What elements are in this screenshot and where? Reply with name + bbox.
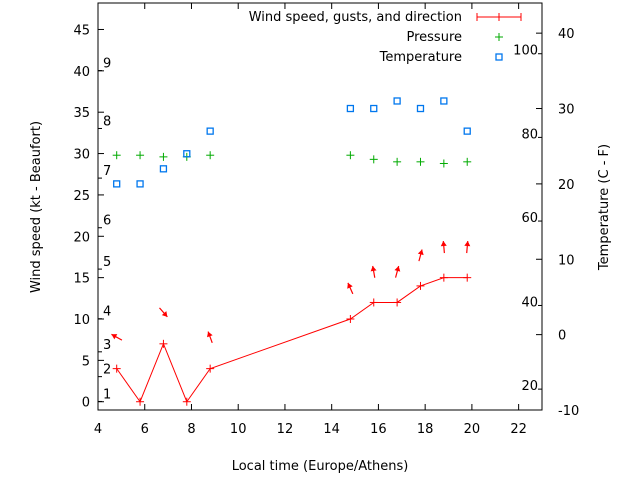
wind-speed-point <box>159 339 168 348</box>
temperature-point <box>463 127 471 135</box>
wind-speed-point <box>182 397 191 406</box>
wind-direction-arrow <box>347 282 354 295</box>
beaufort-label: 1 <box>103 387 111 402</box>
x-tick-label: 6 <box>141 422 149 437</box>
wind-direction-arrow <box>111 333 123 341</box>
beaufort-label: 6 <box>103 214 111 229</box>
x-tick-label: 12 <box>277 422 294 437</box>
wind-speed-point <box>136 397 145 406</box>
y-tick-label: 20 <box>73 230 90 245</box>
wind-direction-arrow <box>394 265 401 278</box>
wind-direction-arrow <box>464 241 471 254</box>
wind-speed-point <box>206 364 215 373</box>
x-tick-label: 10 <box>230 422 247 437</box>
x-tick-label: 4 <box>94 422 102 437</box>
temperature-point <box>370 104 378 113</box>
fahrenheit-label: 60 <box>521 211 538 226</box>
temperature-point <box>393 97 401 105</box>
pressure-point <box>206 151 215 160</box>
x-tick-label: 8 <box>187 422 195 437</box>
y-tick-label: 45 <box>73 23 90 38</box>
wind-direction-arrow <box>207 331 213 344</box>
pressure-point <box>346 151 355 160</box>
pressure-point <box>159 152 168 161</box>
pressure-point <box>393 157 402 166</box>
y-tick-label: 0 <box>82 396 90 411</box>
y-tick-label: 35 <box>73 106 90 121</box>
y-tick-label: 10 <box>73 313 90 328</box>
pressure-point <box>416 157 425 166</box>
y2-tick-label: 0 <box>558 329 566 344</box>
temperature-point <box>183 150 191 158</box>
beaufort-label: 9 <box>103 57 111 72</box>
temperature-point <box>440 97 448 105</box>
temperature-point <box>113 180 121 188</box>
beaufort-label: 7 <box>103 164 111 179</box>
legend-label-wind: Wind speed, gusts, and direction <box>249 10 462 25</box>
legend-label-temperature: Temperature <box>379 50 462 65</box>
beaufort-label: 3 <box>103 338 111 353</box>
y-tick-label: 40 <box>73 65 90 80</box>
temperature-point <box>346 104 355 113</box>
y2-tick-label: 40 <box>558 27 575 42</box>
legend-sample-wind <box>476 13 522 21</box>
wind-speed-point <box>439 273 448 282</box>
y-tick-label: 30 <box>73 148 90 163</box>
fahrenheit-label: 20 <box>521 379 538 394</box>
wind-speed-point <box>393 298 402 307</box>
y-tick-label: 15 <box>73 272 90 287</box>
x-axis-label: Local time (Europe/Athens) <box>232 459 409 474</box>
legend-sample-pressure <box>495 33 503 41</box>
beaufort-label: 4 <box>103 305 111 320</box>
wind-direction-arrow <box>159 307 168 318</box>
temperature-point <box>136 180 144 188</box>
pressure-point <box>439 159 448 168</box>
pressure-point <box>463 157 472 166</box>
y-axis-label: Wind speed (kt - Beaufort) <box>29 121 44 293</box>
legend-sample-temperature <box>495 53 503 61</box>
y-tick-label: 25 <box>73 189 90 204</box>
y2-tick-label: 30 <box>558 103 575 118</box>
plot-frame <box>97 2 543 411</box>
x-tick-label: 22 <box>510 422 527 437</box>
x-tick-label: 20 <box>464 422 481 437</box>
wind-speed-line <box>116 277 468 403</box>
x-tick-label: 18 <box>417 422 434 437</box>
legend-label-pressure: Pressure <box>406 30 462 45</box>
fahrenheit-label: 100 <box>513 44 538 59</box>
temperature-point <box>206 127 214 135</box>
x-tick-label: 14 <box>323 422 340 437</box>
wind-direction-arrow <box>440 241 447 254</box>
y2-tick-label: 10 <box>558 253 575 268</box>
y2-tick-label: -10 <box>558 404 579 419</box>
wind-direction-arrow <box>417 249 424 262</box>
temperature-point <box>159 165 168 173</box>
beaufort-label: 8 <box>103 114 111 129</box>
x-tick-label: 16 <box>370 422 387 437</box>
fahrenheit-label: 80 <box>521 127 538 142</box>
legend: Wind speed, gusts, and direction Pressur… <box>249 10 522 65</box>
wind-speed-point <box>369 298 378 307</box>
pressure-point <box>112 151 121 160</box>
y2-tick-label: 20 <box>558 178 575 193</box>
wind-speed-point <box>416 281 425 290</box>
wind-speed-point <box>346 315 355 324</box>
y2-axis-label: Temperature (C - F) <box>597 144 612 271</box>
y-tick-label: 5 <box>82 354 90 369</box>
beaufort-label: 2 <box>103 363 111 378</box>
wind-speed-point <box>463 273 472 282</box>
beaufort-label: 5 <box>103 255 111 270</box>
wind-direction-arrow <box>370 265 377 278</box>
pressure-point <box>369 155 378 164</box>
wind-speed-point <box>112 364 121 373</box>
fahrenheit-label: 40 <box>521 295 538 310</box>
pressure-point <box>136 151 145 160</box>
temperature-point <box>416 104 425 113</box>
